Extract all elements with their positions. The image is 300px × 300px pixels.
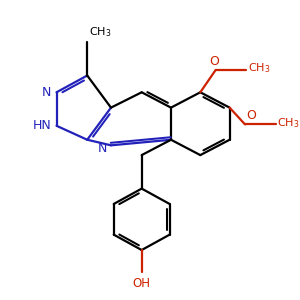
Text: N: N	[98, 142, 107, 154]
Text: HN: HN	[33, 119, 52, 132]
Text: CH$_3$: CH$_3$	[248, 62, 270, 76]
Text: OH: OH	[133, 277, 151, 290]
Text: N: N	[42, 86, 52, 99]
Text: CH$_3$: CH$_3$	[88, 26, 111, 39]
Text: O: O	[246, 109, 256, 122]
Text: O: O	[209, 55, 219, 68]
Text: CH$_3$: CH$_3$	[277, 116, 300, 130]
